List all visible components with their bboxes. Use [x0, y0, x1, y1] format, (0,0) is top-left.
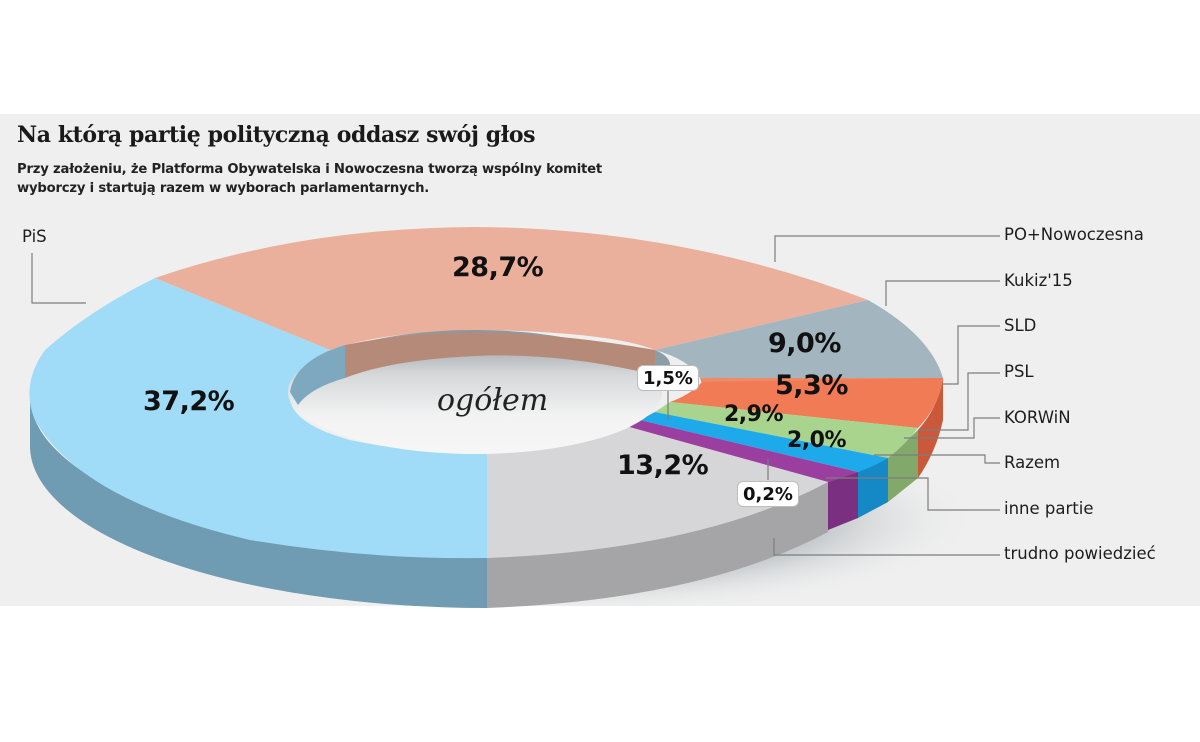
- legend-kukiz: Kukiz'15: [1004, 271, 1073, 290]
- value-trudno: 13,2%: [617, 450, 709, 481]
- legend-pis: PiS: [22, 227, 47, 246]
- segment-side-pis: [30, 396, 487, 608]
- value-pis: 37,2%: [143, 386, 235, 417]
- legend-po-nowoczesna: PO+Nowoczesna: [1004, 225, 1144, 244]
- legend-sld: SLD: [1004, 316, 1037, 335]
- segment-razem: [640, 412, 888, 472]
- chart-title: Na którą partię polityczną oddasz swój g…: [17, 122, 536, 148]
- legend-korwin: KORWiN: [1004, 408, 1071, 427]
- inner-wall-pis: [290, 345, 345, 405]
- segment-inne: [622, 420, 858, 482]
- segment-trudno: [487, 425, 828, 558]
- legend-psl: PSL: [1004, 362, 1034, 381]
- value-kukiz: 9,0%: [768, 328, 841, 359]
- value-korwin: 2,9%: [724, 402, 784, 427]
- segment-korwin: [655, 402, 918, 458]
- center-label: ogółem: [437, 383, 549, 418]
- value-po-nowoczesna: 28,7%: [452, 252, 544, 283]
- value-sld-badge: 1,5%: [637, 365, 699, 391]
- legend-razem: Razem: [1004, 453, 1061, 472]
- segment-side-razem: [858, 458, 888, 518]
- chart-subtitle: Przy założeniu, że Platforma Obywatelska…: [17, 162, 602, 196]
- segment-kukiz: [655, 300, 943, 378]
- segment-psl: [670, 378, 943, 428]
- segment-side-inne: [828, 472, 858, 530]
- legend-trudno: trudno powiedzieć: [1004, 544, 1156, 563]
- segment-side-trudno: [487, 482, 828, 608]
- segment-po-nowoczesna: [155, 227, 868, 350]
- callout-lines: [31, 235, 1000, 556]
- segment-pis: [29, 278, 487, 559]
- value-razem: 2,0%: [787, 428, 847, 453]
- inner-wall-po: [345, 332, 655, 378]
- legend-inne: inne partie: [1004, 499, 1094, 518]
- value-inne-badge: 0,2%: [737, 481, 799, 507]
- value-psl: 5,3%: [775, 370, 848, 401]
- segment-side-korwin: [888, 430, 918, 502]
- segment-side-psl: [918, 378, 943, 478]
